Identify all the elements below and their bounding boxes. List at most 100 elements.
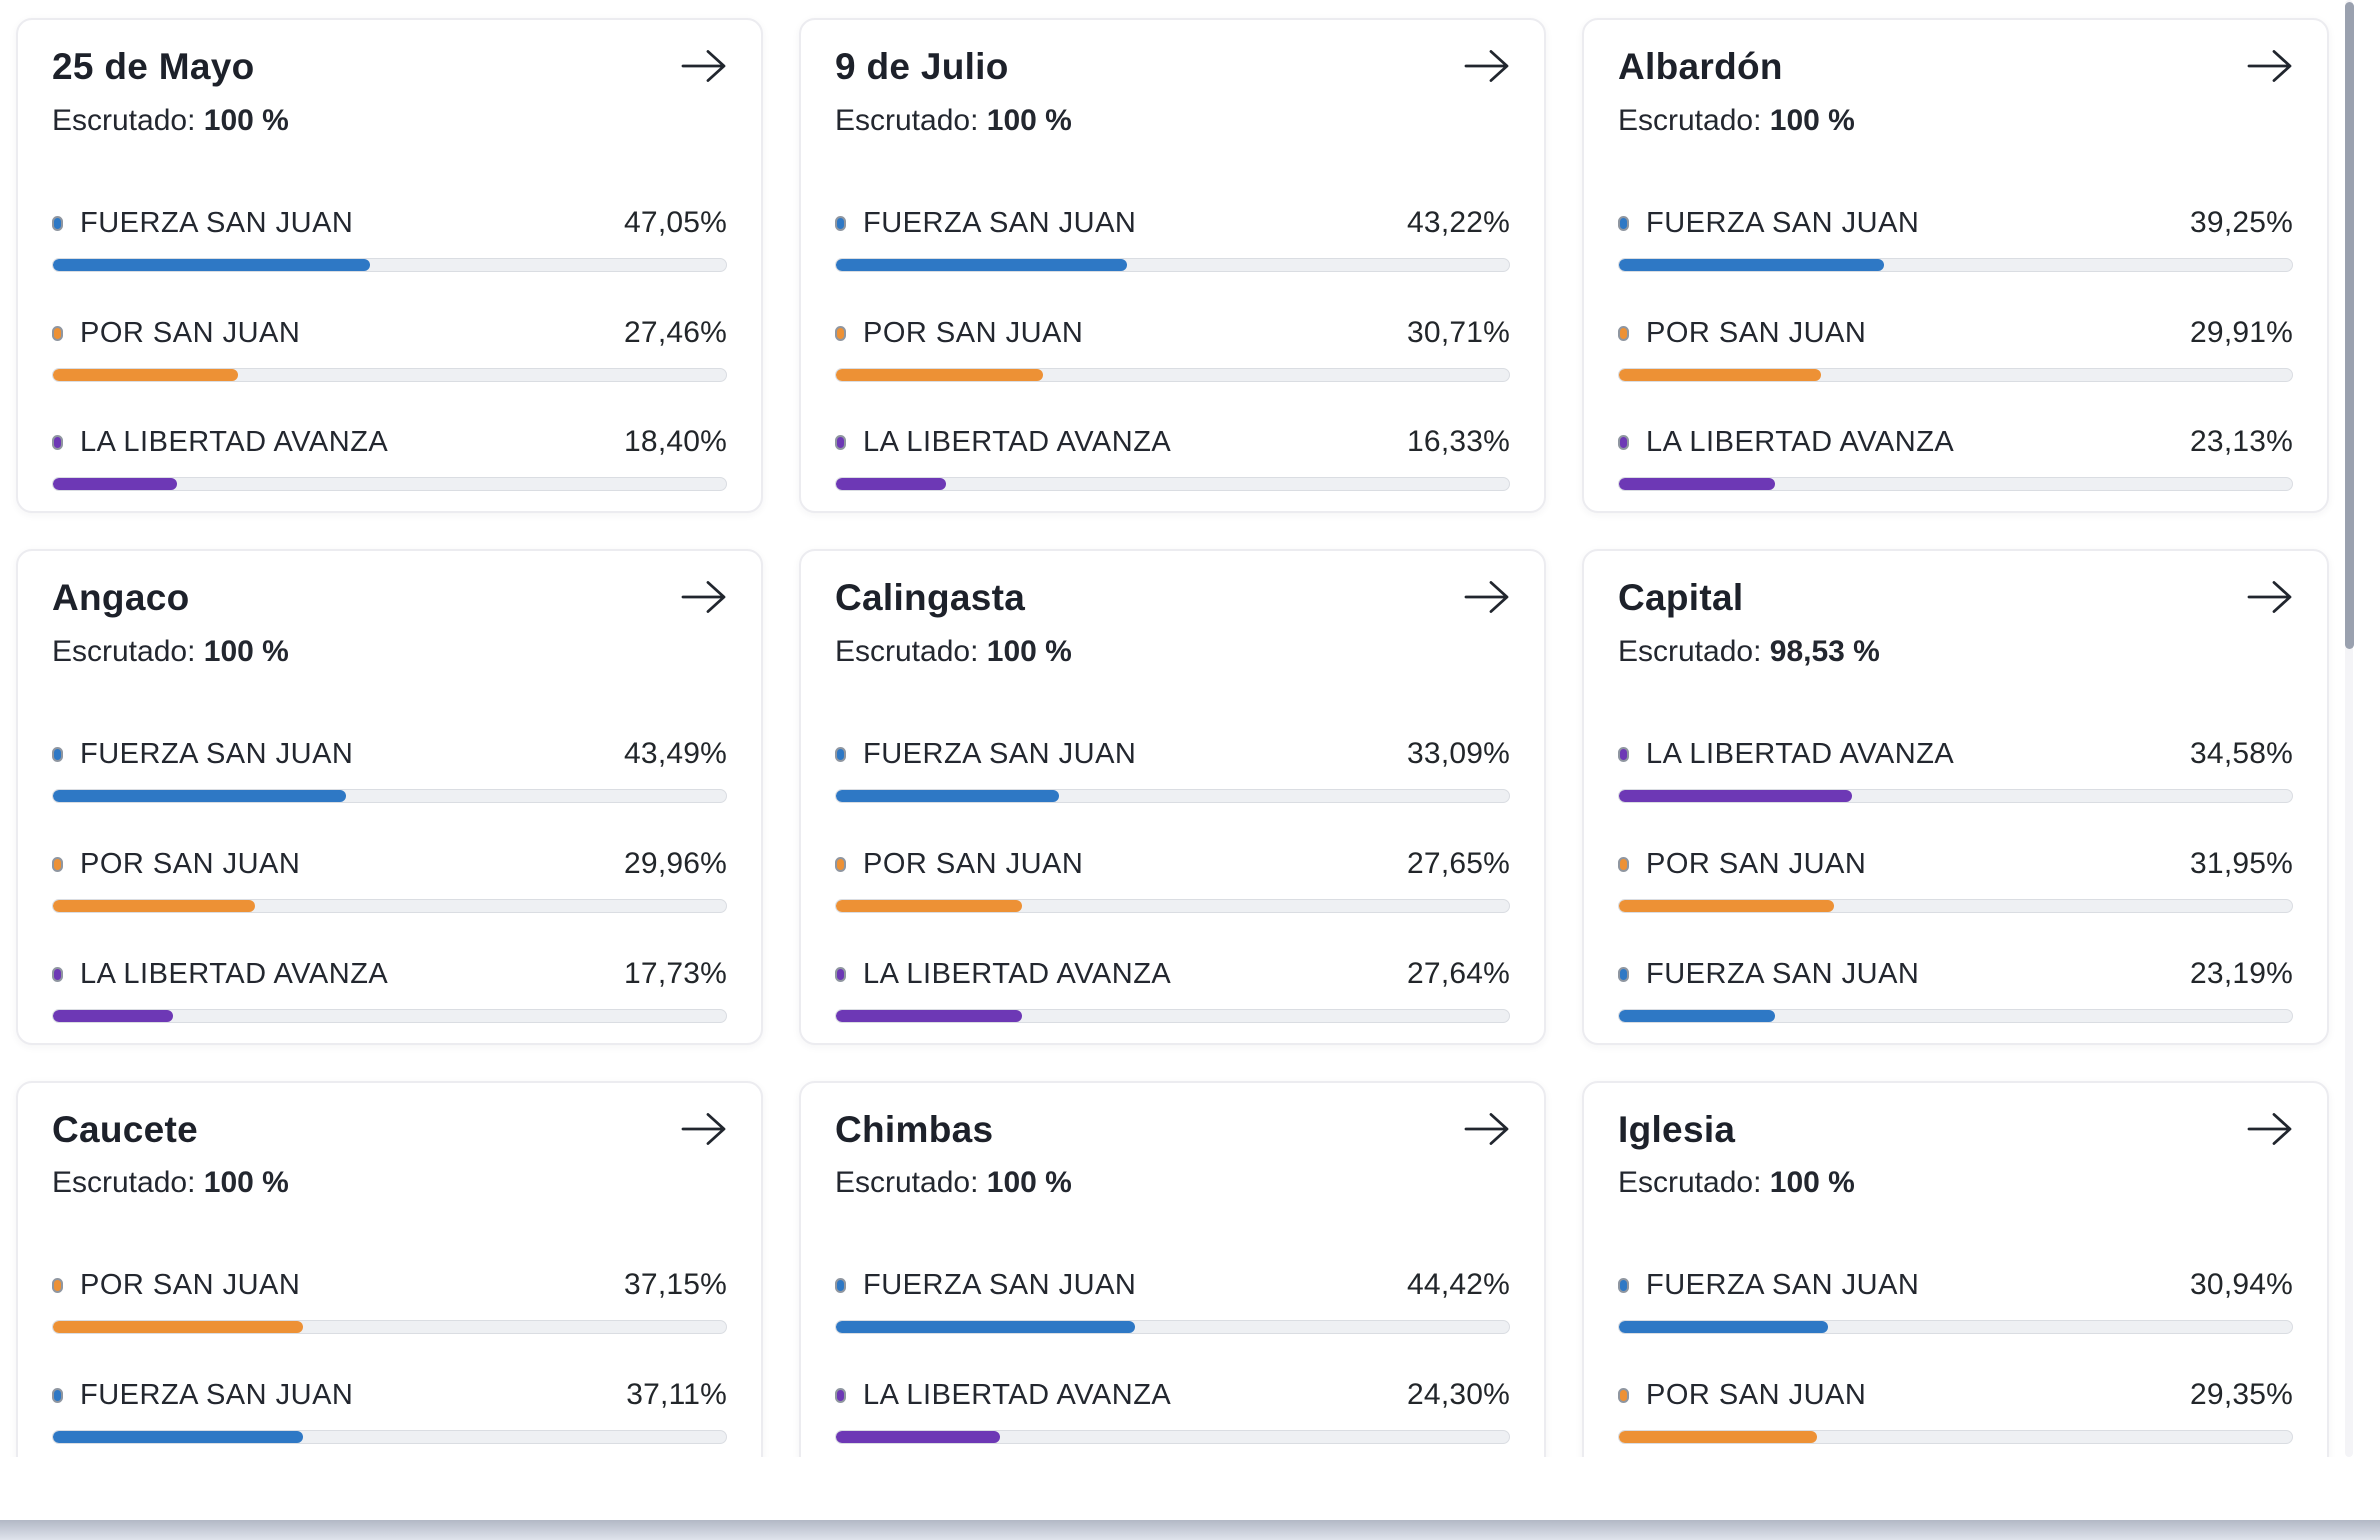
party-percentage: 24,30% — [1407, 1378, 1510, 1411]
card-arrow-button[interactable] — [1464, 46, 1510, 84]
right-arrow-icon — [2247, 50, 2292, 82]
party-label-group: LA LIBERTAD AVANZA — [1618, 425, 1954, 459]
vertical-scrollbar-track[interactable] — [2345, 0, 2353, 1457]
party-color-dot — [835, 325, 846, 341]
party-progress-fill — [1619, 1010, 1776, 1022]
party-color-dot — [52, 325, 63, 341]
results-list: LA LIBERTAD AVANZA 34,58% POR SAN JUAN 3… — [1618, 737, 2293, 1023]
party-result-row: FUERZA SAN JUAN 39,25% — [1618, 206, 2293, 272]
party-percentage: 37,11% — [626, 1378, 727, 1411]
party-row-header: FUERZA SAN JUAN 33,09% — [835, 737, 1510, 771]
party-name: FUERZA SAN JUAN — [863, 738, 1137, 770]
party-progress-bar — [1618, 899, 2293, 913]
party-progress-bar — [1618, 368, 2293, 382]
party-label-group: LA LIBERTAD AVANZA — [835, 957, 1171, 991]
party-color-dot — [52, 215, 63, 231]
results-viewport: 25 de Mayo Escrutado: 100 % FUERZA SAN J… — [16, 18, 2329, 1457]
card-title: Angaco — [52, 577, 190, 618]
party-progress-fill — [836, 1010, 1023, 1022]
party-progress-fill — [836, 369, 1043, 381]
party-result-row: FUERZA SAN JUAN 37,11% — [52, 1378, 727, 1444]
party-percentage: 47,05% — [624, 206, 727, 239]
party-row-header: LA LIBERTAD AVANZA 34,58% — [1618, 737, 2293, 771]
party-progress-fill — [1619, 478, 1775, 490]
right-arrow-icon — [681, 50, 726, 82]
party-label-group: POR SAN JUAN — [835, 316, 1083, 350]
escrutado-line: Escrutado: 100 % — [52, 104, 727, 138]
results-list: POR SAN JUAN 37,15% FUERZA SAN JUAN 37,1… — [52, 1268, 727, 1444]
party-progress-bar — [52, 1430, 727, 1444]
party-progress-fill — [836, 259, 1128, 271]
right-arrow-icon — [2247, 1113, 2292, 1145]
party-progress-bar — [1618, 258, 2293, 272]
card-arrow-button[interactable] — [681, 577, 727, 615]
card-arrow-button[interactable] — [2247, 46, 2293, 84]
vertical-scrollbar-thumb[interactable] — [2345, 2, 2354, 649]
party-name: LA LIBERTAD AVANZA — [863, 958, 1172, 990]
right-arrow-icon — [1464, 581, 1509, 613]
card-title: Albardón — [1618, 46, 1783, 87]
party-label-group: POR SAN JUAN — [1618, 316, 1866, 350]
party-percentage: 27,46% — [624, 316, 727, 349]
results-list: FUERZA SAN JUAN 39,25% POR SAN JUAN 29,9… — [1618, 206, 2293, 491]
party-progress-fill — [836, 478, 947, 490]
party-row-header: LA LIBERTAD AVANZA 24,30% — [835, 1378, 1510, 1412]
cards-grid: 25 de Mayo Escrutado: 100 % FUERZA SAN J… — [16, 18, 2329, 1457]
party-percentage: 27,65% — [1407, 847, 1510, 880]
party-name: POR SAN JUAN — [1646, 848, 1867, 880]
party-percentage: 18,40% — [624, 425, 727, 458]
party-label-group: FUERZA SAN JUAN — [1618, 1268, 1919, 1302]
party-color-dot — [835, 434, 846, 450]
party-row-header: LA LIBERTAD AVANZA 18,40% — [52, 425, 727, 459]
party-label-group: LA LIBERTAD AVANZA — [835, 1378, 1171, 1412]
department-card: Calingasta Escrutado: 100 % FUERZA SAN J… — [799, 549, 1546, 1045]
party-result-row: FUERZA SAN JUAN 47,05% — [52, 206, 727, 272]
party-result-row: FUERZA SAN JUAN 23,19% — [1618, 957, 2293, 1023]
card-arrow-button[interactable] — [681, 1109, 727, 1147]
party-progress-bar — [835, 899, 1510, 913]
party-result-row: POR SAN JUAN 29,35% — [1618, 1378, 2293, 1444]
party-color-dot — [835, 1277, 846, 1293]
party-color-dot — [835, 966, 846, 982]
party-progress-fill — [1619, 1321, 1828, 1333]
party-row-header: FUERZA SAN JUAN 37,11% — [52, 1378, 727, 1412]
party-progress-bar — [835, 368, 1510, 382]
card-arrow-button[interactable] — [1464, 1109, 1510, 1147]
party-result-row: FUERZA SAN JUAN 33,09% — [835, 737, 1510, 803]
party-progress-bar — [52, 368, 727, 382]
department-card: Capital Escrutado: 98,53 % LA LIBERTAD A… — [1582, 549, 2329, 1045]
party-color-dot — [52, 746, 63, 762]
party-name: POR SAN JUAN — [80, 1269, 301, 1301]
party-name: POR SAN JUAN — [1646, 1379, 1867, 1411]
party-result-row: POR SAN JUAN 37,15% — [52, 1268, 727, 1334]
party-result-row: LA LIBERTAD AVANZA 34,58% — [1618, 737, 2293, 803]
party-progress-bar — [52, 258, 727, 272]
party-result-row: POR SAN JUAN 27,46% — [52, 316, 727, 382]
department-card: Albardón Escrutado: 100 % FUERZA SAN JUA… — [1582, 18, 2329, 513]
card-header: Chimbas — [835, 1109, 1510, 1151]
card-arrow-button[interactable] — [1464, 577, 1510, 615]
card-header: Angaco — [52, 577, 727, 619]
party-percentage: 29,91% — [2190, 316, 2293, 349]
results-list: FUERZA SAN JUAN 43,49% POR SAN JUAN 29,9… — [52, 737, 727, 1023]
party-progress-bar — [835, 1320, 1510, 1334]
party-progress-fill — [1619, 1431, 1817, 1443]
party-name: FUERZA SAN JUAN — [1646, 958, 1920, 990]
party-label-group: FUERZA SAN JUAN — [835, 737, 1136, 771]
party-row-header: POR SAN JUAN 29,35% — [1618, 1378, 2293, 1412]
card-arrow-button[interactable] — [681, 46, 727, 84]
party-result-row: POR SAN JUAN 30,71% — [835, 316, 1510, 382]
party-progress-fill — [836, 900, 1023, 912]
party-result-row: LA LIBERTAD AVANZA 23,13% — [1618, 425, 2293, 491]
escrutado-label: Escrutado: — [52, 635, 196, 668]
escrutado-label: Escrutado: — [1618, 1166, 1762, 1199]
card-arrow-button[interactable] — [2247, 1109, 2293, 1147]
party-name: FUERZA SAN JUAN — [80, 738, 354, 770]
escrutado-line: Escrutado: 100 % — [52, 635, 727, 669]
card-arrow-button[interactable] — [2247, 577, 2293, 615]
party-row-header: FUERZA SAN JUAN 47,05% — [52, 206, 727, 240]
escrutado-line: Escrutado: 100 % — [1618, 104, 2293, 138]
right-arrow-icon — [2247, 581, 2292, 613]
party-row-header: LA LIBERTAD AVANZA 17,73% — [52, 957, 727, 991]
party-row-header: POR SAN JUAN 27,46% — [52, 316, 727, 350]
